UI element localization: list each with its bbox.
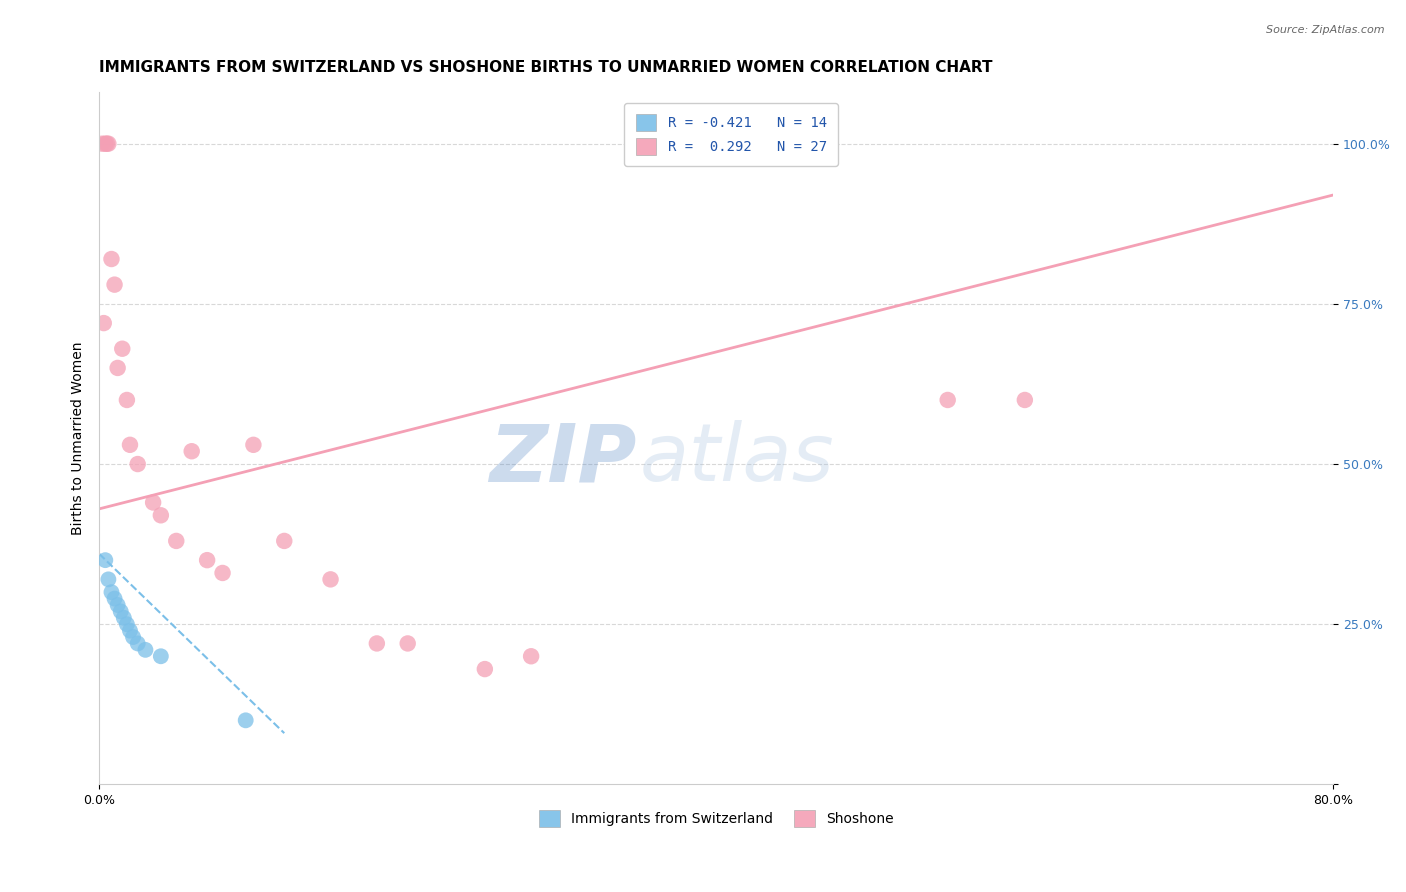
Point: [107, 598, 129, 612]
Y-axis label: Births to Unmarried Women: Births to Unmarried Women: [72, 342, 86, 535]
Point: [112, 611, 135, 625]
Point: [94, 553, 117, 567]
Point: [111, 342, 134, 356]
Point: [94, 136, 117, 151]
Point: [93, 316, 115, 330]
Point: [96, 136, 118, 151]
Point: [122, 630, 145, 644]
Point: [474, 662, 496, 676]
Point: [242, 438, 264, 452]
Point: [235, 714, 257, 728]
Legend: Immigrants from Switzerland, Shoshone: Immigrants from Switzerland, Shoshone: [533, 805, 898, 833]
Text: ZIP: ZIP: [489, 420, 636, 498]
Point: [100, 585, 122, 599]
Text: IMMIGRANTS FROM SWITZERLAND VS SHOSHONE BIRTHS TO UNMARRIED WOMEN CORRELATION CH: IMMIGRANTS FROM SWITZERLAND VS SHOSHONE …: [100, 60, 993, 75]
Point: [107, 360, 129, 375]
Point: [115, 392, 138, 407]
Point: [110, 604, 132, 618]
Point: [103, 591, 125, 606]
Text: atlas: atlas: [640, 420, 835, 498]
Point: [165, 533, 187, 548]
Point: [273, 533, 295, 548]
Point: [366, 636, 388, 650]
Point: [180, 444, 202, 458]
Text: Source: ZipAtlas.com: Source: ZipAtlas.com: [1267, 25, 1385, 35]
Point: [91, 136, 114, 151]
Point: [115, 617, 138, 632]
Point: [149, 649, 172, 664]
Point: [118, 438, 141, 452]
Point: [97, 573, 120, 587]
Point: [127, 636, 149, 650]
Point: [520, 649, 543, 664]
Point: [127, 457, 149, 471]
Point: [100, 252, 122, 266]
Point: [319, 573, 342, 587]
Point: [97, 136, 120, 151]
Point: [195, 553, 218, 567]
Point: [1014, 392, 1036, 407]
Point: [936, 392, 959, 407]
Point: [134, 643, 156, 657]
Point: [103, 277, 125, 292]
Point: [149, 508, 172, 523]
Point: [211, 566, 233, 580]
Point: [396, 636, 419, 650]
Point: [142, 495, 165, 509]
Point: [118, 624, 141, 638]
